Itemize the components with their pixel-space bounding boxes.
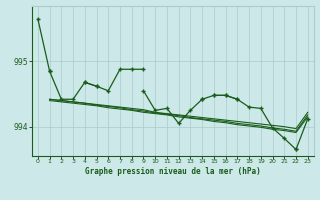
X-axis label: Graphe pression niveau de la mer (hPa): Graphe pression niveau de la mer (hPa) xyxy=(85,167,261,176)
